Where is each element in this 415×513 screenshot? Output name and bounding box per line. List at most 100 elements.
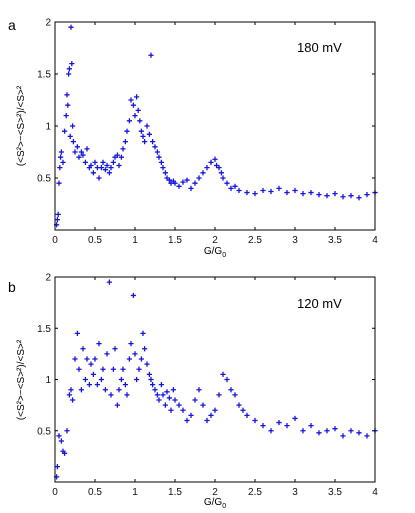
panel-b-data-point (78, 387, 84, 393)
panel-b-markers (54, 279, 378, 480)
panel-a-xtick-label: 1 (132, 235, 138, 246)
panel-a-data-point (144, 123, 150, 129)
panel-a-data-point (276, 185, 282, 191)
panel-a-data-point (66, 71, 72, 77)
panel-a-data-point (98, 165, 104, 171)
panel-a-data-point (124, 128, 130, 134)
panel-b-xtick-label: 4 (372, 487, 378, 498)
panel-a-letter: a (8, 17, 16, 33)
panel-b-ylabel: (<S²>−<S>²)/<S>² (16, 339, 27, 420)
panel-b-data-point (192, 397, 198, 403)
panel-b-data-point (188, 412, 194, 418)
panel-b-data-point (204, 417, 210, 424)
panel-a-ticks: 0 0.5 1 1.5 2 2.5 3 3.5 4 0.5 1 1.5 2 (37, 18, 378, 247)
panel-a-data-point (158, 159, 164, 165)
panel-a-voltage-annotation: 180 mV (297, 40, 342, 55)
panel-a-data-point (58, 154, 64, 160)
panel-a-markers (54, 24, 378, 228)
panel-b-data-point (340, 433, 346, 439)
panel-b-data-point (146, 371, 152, 377)
panel-a-data-point (80, 152, 86, 158)
panel-b-data-point (94, 382, 100, 388)
panel-b-ticks: 0 0.5 1 1.5 2 2.5 3 3.5 4 0.5 1 1.5 2 (37, 273, 378, 499)
panel-b-data-point (180, 407, 186, 413)
panel-b-frame (54, 276, 376, 483)
panel-b-data-point (66, 392, 72, 398)
panel-a-data-point (196, 175, 202, 181)
panel-a-data-point (58, 149, 64, 155)
panel-b-data-point (90, 371, 96, 377)
panel-a-data-point (69, 61, 75, 67)
panel-b-data-point (308, 423, 314, 429)
panel-b-data-point (88, 361, 94, 367)
panel-a-data-point (64, 92, 70, 98)
panel-a-data-point (260, 187, 266, 194)
panel-b-ytick-label: 2 (45, 273, 51, 284)
panel-b-data-point (102, 387, 108, 393)
panel-b-data-point (124, 392, 130, 398)
panel-a-data-point (192, 180, 198, 186)
panel-a-data-point (148, 52, 154, 58)
panel-b-xtick-label: 0 (52, 487, 58, 498)
panel-a-xtick-label: 2.5 (248, 235, 262, 246)
panel-a-data-point (78, 149, 84, 155)
panel-a-data-point (84, 146, 90, 152)
panel-a-data-point (146, 131, 152, 137)
panel-a-frame (54, 21, 376, 231)
panel-b-data-point (348, 428, 354, 434)
panel-a-xtick-label: 1.5 (168, 235, 182, 246)
panel-a-data-point (138, 128, 144, 134)
panel-b-data-point (100, 366, 106, 372)
panel-a-data-point (56, 180, 62, 186)
panel-b-data-point (142, 346, 148, 352)
panel-b-data-point (56, 433, 62, 439)
panel-a-data-point (284, 189, 290, 196)
panel-b-data-point (58, 438, 64, 444)
panel-b: b 120 mV 0 0.5 1 1.5 2 2.5 3 3.5 40.511.52 G/G0 … (8, 273, 378, 511)
panel-a-data-point (232, 183, 238, 189)
panel-a-data-point (176, 183, 182, 189)
panel-b-data-point (114, 402, 120, 408)
panel-b-data-point (172, 397, 178, 403)
panel-a-data-point (137, 118, 143, 124)
panel-a-data-point (63, 113, 69, 119)
panel-a-data-point (76, 154, 82, 160)
panel-a-ytick-label: 0.5 (37, 174, 51, 185)
panel-b-data-point (166, 395, 172, 401)
panel-b-xtick-label: 1 (132, 487, 138, 498)
panel-a-data-point (118, 154, 124, 160)
panel-b-data-point (108, 392, 114, 398)
panel-a-data-point (212, 156, 218, 162)
panel-b-data-point (150, 382, 156, 388)
panel-a-xtick-label: 3 (292, 235, 298, 246)
panel-b-data-point (112, 346, 118, 352)
panel-a-data-point (92, 159, 98, 165)
panel-a-data-point (332, 191, 338, 197)
panel-b-data-point (62, 450, 68, 456)
panel-b-data-point (122, 382, 128, 388)
panel-a-data-point (166, 177, 172, 183)
panel-b-data-point (324, 428, 330, 434)
panel-b-data-point (332, 426, 338, 432)
panel-b-data-point (252, 417, 258, 424)
panel-a-data-point (308, 189, 314, 196)
panel-a-data-point (88, 162, 94, 169)
panel-b-data-point (208, 412, 214, 418)
panel-a-data-point (184, 177, 190, 183)
panel-a-data-point (116, 162, 122, 169)
panel-a-data-point (348, 193, 354, 199)
panel-b-data-point (138, 356, 144, 362)
panel-b-data-point (176, 402, 182, 408)
panel-a-data-point (160, 165, 166, 171)
panel-b-xtick-label: 3.5 (328, 487, 342, 498)
panel-b-data-point (106, 279, 112, 285)
panel-b-data-point (164, 389, 170, 395)
panel-a-data-point (134, 94, 140, 100)
panel-b-data-point (110, 366, 116, 372)
panel-a-xtick-label: 4 (372, 235, 378, 246)
panel-b-data-point (74, 330, 80, 336)
panel-a-data-point (72, 149, 78, 155)
panel-b-voltage-annotation: 120 mV (297, 296, 342, 311)
panel-a-data-point (200, 170, 206, 176)
panel-b-data-point (244, 412, 250, 418)
